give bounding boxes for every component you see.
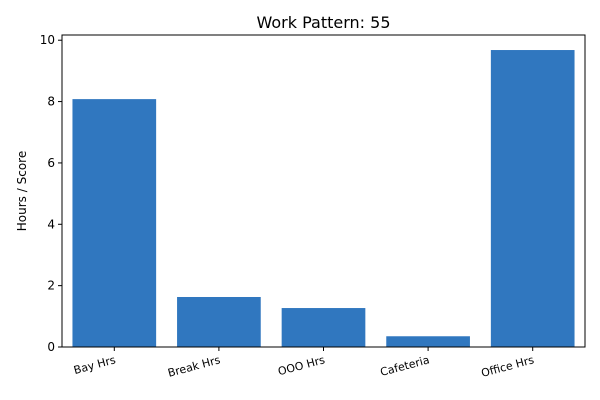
y-tick-label: 4 (47, 217, 55, 231)
bar-office-hrs (490, 50, 575, 348)
y-tick-label: 10 (40, 33, 55, 47)
x-tick-label: Office Hrs (480, 353, 536, 380)
x-tick-label: Bay Hrs (72, 353, 117, 377)
y-tick-label: 8 (47, 95, 55, 109)
y-tick-label: 0 (47, 340, 55, 354)
y-tick-label: 2 (47, 279, 55, 293)
bars-group (72, 50, 575, 348)
bar-bay-hrs (72, 99, 157, 347)
y-axis-label: Hours / Score (15, 151, 29, 231)
x-axis-ticks: Bay Hrs Break Hrs OOO Hrs Cafeteria Office H… (72, 347, 536, 380)
plot-frame (61, 34, 586, 348)
chart-title: Work Pattern: 55 (257, 13, 391, 32)
bar-cafeteria (386, 336, 470, 347)
x-tick-label: Cafeteria (379, 353, 431, 379)
x-tick-label: OOO Hrs (277, 353, 327, 378)
bar-break-hrs (177, 296, 261, 347)
y-axis-ticks: 0 2 4 6 8 10 (40, 33, 62, 354)
y-tick-label: 6 (47, 156, 55, 170)
x-tick-label: Break Hrs (166, 353, 222, 380)
bar-ooo-hrs (281, 308, 366, 347)
